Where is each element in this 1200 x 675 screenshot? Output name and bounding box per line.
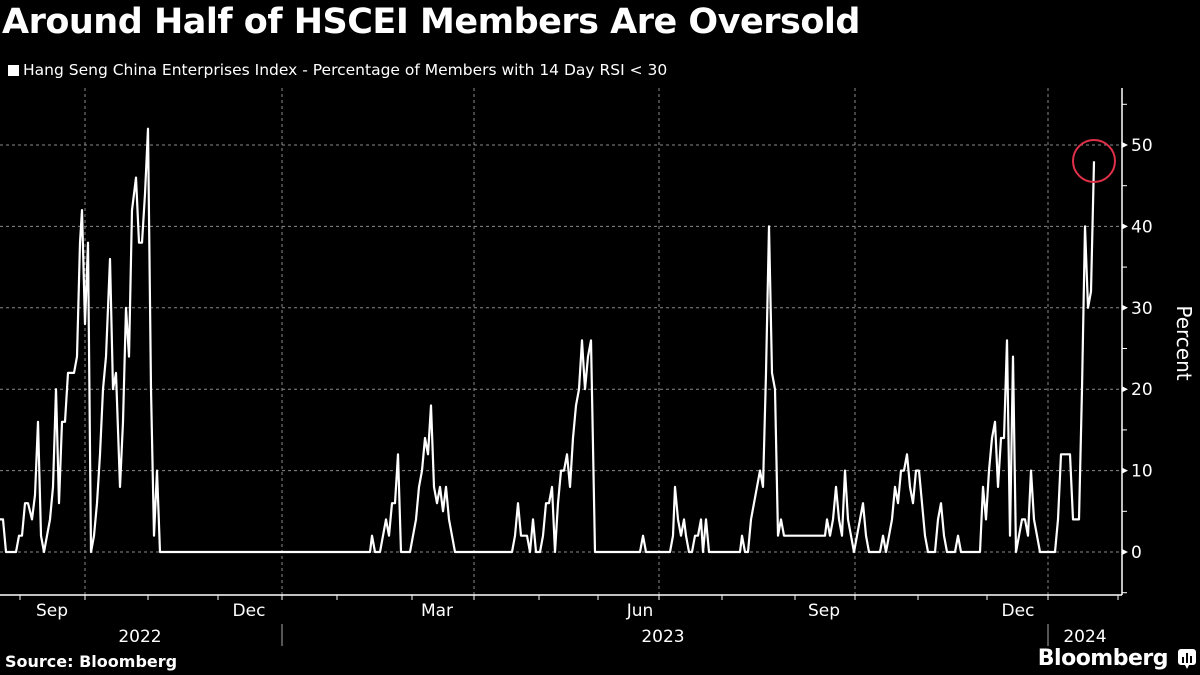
x-month-label: Dec	[233, 601, 266, 621]
x-month-label: Mar	[421, 601, 453, 621]
x-year-label: 2023	[641, 627, 684, 647]
y-tick-arrow	[1122, 304, 1128, 311]
y-axis-label: Percent	[1172, 305, 1196, 380]
legend: Hang Seng China Enterprises Index - Perc…	[8, 61, 667, 79]
y-tick-label: 20	[1131, 380, 1153, 400]
legend-label: Hang Seng China Enterprises Index - Perc…	[23, 61, 668, 79]
y-tick-label: 50	[1131, 136, 1153, 156]
y-tick-arrow	[1122, 386, 1128, 393]
x-month-label: Dec	[1002, 601, 1035, 621]
chart-bubble-icon	[1178, 649, 1196, 669]
y-tick-arrow	[1122, 467, 1128, 474]
y-tick-arrow	[1122, 142, 1128, 148]
source-note: Source: Bloomberg	[5, 652, 178, 671]
y-tick-arrow	[1122, 549, 1128, 555]
x-year-label: 2022	[118, 627, 161, 647]
highlight-circle	[1072, 139, 1116, 183]
legend-swatch	[8, 64, 19, 76]
y-tick-label: 30	[1131, 299, 1153, 319]
y-tick-label: 0	[1131, 543, 1142, 563]
y-tick-label: 40	[1131, 217, 1153, 237]
gridlines	[0, 88, 1122, 595]
series-line	[0, 127, 1096, 554]
x-year-label: 2024	[1063, 627, 1106, 647]
chart-title: Around Half of HSCEI Members Are Oversol…	[2, 2, 860, 42]
y-tick-arrow	[1122, 223, 1128, 230]
x-month-label: Sep	[36, 601, 68, 621]
x-month-label: Jun	[626, 601, 654, 621]
axes: 0 10 20 30 40 50 Sep Dec Mar Jun Sep Dec 2022 2023 202…	[0, 88, 1153, 647]
bloomberg-logo: Bloomberg	[1037, 646, 1169, 671]
x-month-label: Sep	[808, 601, 840, 621]
y-tick-label: 10	[1131, 462, 1153, 482]
